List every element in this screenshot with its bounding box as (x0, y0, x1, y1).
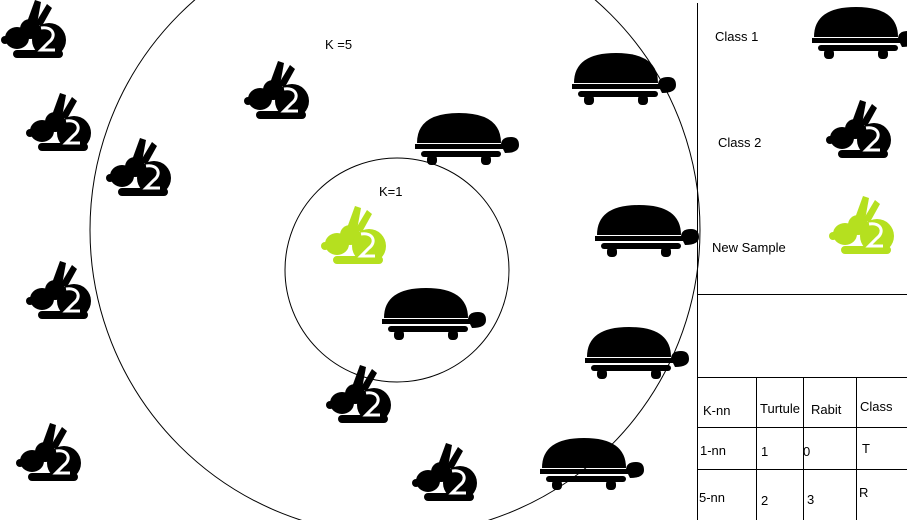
rabbit-icon (0, 0, 68, 60)
table-cell: 2 (761, 493, 769, 508)
turtle-icon (595, 205, 699, 257)
legend-class2-label: Class 2 (718, 135, 762, 150)
turtle-icon (415, 113, 519, 165)
legend-turtle-icon (812, 7, 907, 59)
table-header: Class (860, 399, 893, 414)
rabbit-icon (14, 421, 83, 483)
outer-circle-k5 (89, 0, 701, 520)
panel-divider (697, 3, 698, 520)
table-col-divider (856, 377, 857, 520)
table-header: K-nn (703, 403, 731, 418)
rabbit-icon (410, 441, 479, 503)
table-cell: 1 (761, 444, 769, 459)
legend-new-sample-label: New Sample (712, 240, 786, 255)
turtle-icon (585, 327, 689, 379)
new-sample-rabbit-icon (319, 204, 388, 266)
rabbit-icon (24, 259, 93, 321)
table-cell: 0 (803, 444, 811, 459)
rabbit-icon (24, 91, 93, 153)
table-cell: 3 (807, 492, 815, 507)
table-top-border (697, 377, 907, 378)
outer-circle-label: K =5 (325, 37, 353, 52)
table-cell: R (859, 485, 869, 500)
table-header: Turtule (760, 401, 800, 416)
legend-new-sample-icon (827, 194, 896, 256)
turtle-icon (540, 438, 644, 490)
inner-circle-label: K=1 (379, 184, 403, 199)
rabbit-icon (324, 363, 393, 425)
table-row-divider (697, 469, 907, 470)
rabbit-icon (242, 59, 311, 121)
table-row-divider (697, 427, 907, 428)
table-col-divider (803, 377, 804, 520)
table-cell: 5-nn (699, 490, 726, 505)
inner-circle-k1 (284, 157, 510, 383)
legend-divider (697, 294, 907, 295)
table-cell: T (862, 441, 870, 456)
table-col-divider (756, 377, 757, 520)
rabbit-icon (104, 136, 173, 198)
turtle-icon (382, 288, 486, 340)
table-cell: 1-nn (700, 443, 727, 458)
table-header: Rabit (811, 402, 842, 417)
legend-class1-label: Class 1 (715, 29, 759, 44)
legend-rabbit-icon (824, 98, 893, 160)
